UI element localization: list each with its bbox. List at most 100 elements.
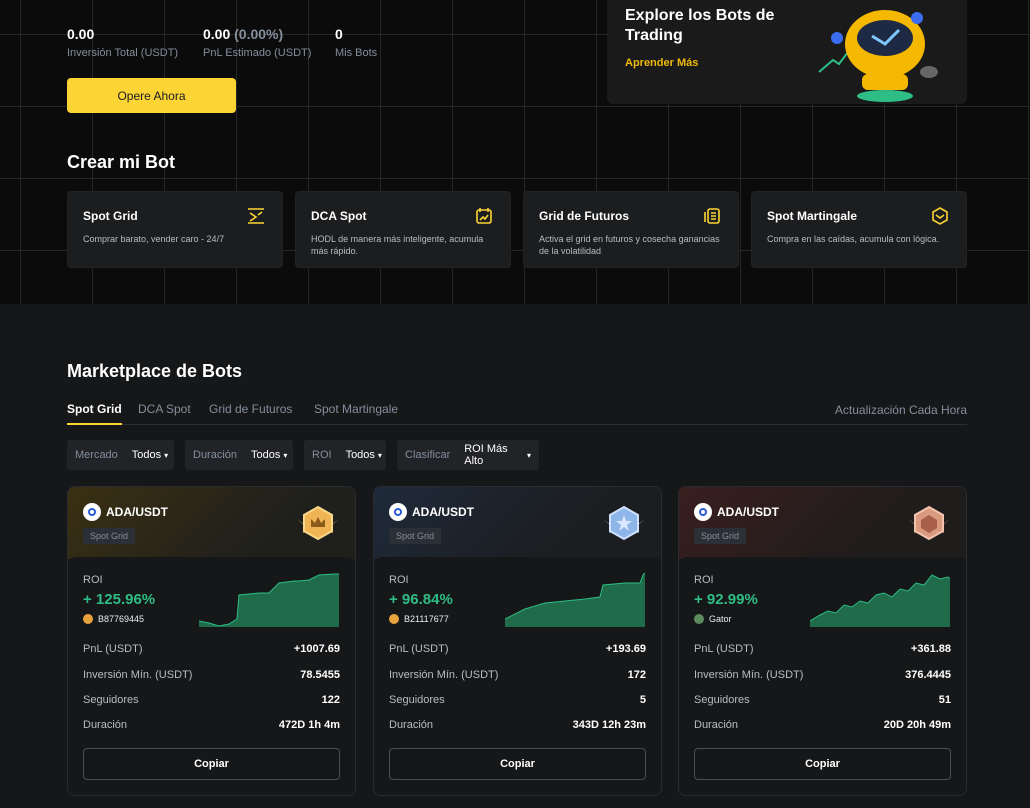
bot-creator: Gator (694, 614, 732, 624)
row-value: +193.69 (605, 643, 646, 655)
bot-card[interactable]: ADA/USDT Spot Grid ROI + 125.96% B877694… (67, 486, 356, 796)
robot-mascot-icon (818, 10, 938, 102)
row-value: 122 (321, 694, 340, 706)
filter-value: Todos (345, 449, 375, 461)
caret-down-icon: ▾ (164, 450, 169, 460)
roi-value: + 96.84% (389, 591, 453, 608)
template-card-futures-grid[interactable]: Grid de Futuros Activa el grid en futuro… (523, 191, 739, 268)
template-desc: Activa el grid en futuros y cosecha gana… (539, 234, 720, 256)
filter-roi[interactable]: ROI Todos ▾ (304, 440, 386, 470)
row-label: Duración (83, 719, 128, 731)
creator-name: B87769445 (98, 614, 145, 624)
update-note: Actualización Cada Hora (834, 403, 967, 417)
filter-market[interactable]: Mercado Todos ▾ (67, 440, 174, 470)
row-label: Seguidores (83, 694, 139, 706)
tab-futures-grid[interactable]: Grid de Futuros (209, 402, 293, 416)
row-value: +1007.69 (293, 643, 340, 655)
row-label: PnL (USDT) (83, 643, 143, 655)
copy-button[interactable]: Copiar (83, 748, 340, 780)
stat-percent: (0.00%) (234, 26, 284, 42)
filter-value: Todos (131, 449, 162, 461)
bot-pair: ADA/USDT (717, 505, 779, 519)
roi-sparkline (810, 574, 950, 627)
stat-label: Inversión Total (USDT) (67, 47, 179, 59)
bot-creator: B87769445 (83, 614, 144, 624)
tab-dca-spot[interactable]: DCA Spot (138, 402, 191, 416)
avatar (694, 614, 704, 624)
silver-rank-badge-icon (603, 505, 645, 541)
tab-spot-martingale[interactable]: Spot Martingale (314, 402, 399, 416)
row-label: Duración (389, 719, 434, 731)
trade-now-button[interactable]: Opere Ahora (67, 78, 236, 113)
stat-total-investment: 0.00 Inversión Total (USDT) (67, 26, 178, 59)
row-followers: Seguidores 122 (83, 694, 340, 706)
caret-down-icon: ▾ (526, 450, 531, 460)
stat-label: PnL Estimado (USDT) (203, 47, 312, 59)
grid-icon (248, 208, 264, 224)
bot-card[interactable]: ADA/USDT Spot Grid ROI + 92.99% Gator Pn… (678, 486, 967, 796)
bot-type-tag: Spot Grid (694, 528, 747, 544)
row-label: Seguidores (694, 694, 750, 706)
filter-sort[interactable]: Clasificar ROI Más Alto ▾ (397, 440, 539, 470)
row-pnl: PnL (USDT) +193.69 (389, 643, 646, 655)
row-value: 5 (639, 694, 646, 706)
roi-sparkline (199, 573, 339, 627)
filter-duration[interactable]: Duración Todos ▾ (185, 440, 293, 470)
filter-label: Mercado (75, 449, 118, 461)
row-label: Inversión Mín. (USDT) (694, 669, 804, 681)
ada-coin-icon (694, 503, 712, 521)
create-bot-title: Crear mi Bot (67, 152, 176, 172)
row-duration: Duración 20D 20h 49m (694, 719, 951, 731)
gold-rank-badge-icon (297, 505, 339, 541)
row-label: Duración (694, 719, 739, 731)
template-desc: Compra en las caídas, acumula con lógica… (767, 234, 940, 244)
stat-value: 0.00 (67, 26, 95, 42)
row-value: 172 (627, 669, 646, 681)
row-min-investment: Inversión Mín. (USDT) 78.5455 (83, 669, 340, 681)
copy-button[interactable]: Copiar (694, 748, 951, 780)
template-name: DCA Spot (311, 209, 367, 223)
bot-type-tag: Spot Grid (83, 528, 136, 544)
roi-label: ROI (83, 574, 103, 586)
roi-label: ROI (694, 574, 714, 586)
bot-pair: ADA/USDT (412, 505, 474, 519)
template-desc: HODL de manera más inteligente, acumula … (311, 234, 484, 256)
roi-value: + 125.96% (83, 591, 156, 608)
template-card-spot-martingale[interactable]: Spot Martingale Compra en las caídas, ac… (751, 191, 967, 268)
creator-name: B21117677 (404, 614, 449, 624)
row-duration: Duración 343D 12h 23m (389, 719, 646, 731)
learn-more-link[interactable]: Aprender Más (625, 57, 699, 69)
row-pnl: PnL (USDT) +361.88 (694, 643, 951, 655)
calendar-chart-icon (476, 208, 492, 224)
filter-value: Todos (251, 449, 281, 461)
tab-spot-grid[interactable]: Spot Grid (67, 402, 122, 425)
row-pnl: PnL (USDT) +1007.69 (83, 643, 340, 655)
stat-value: 0.00 (203, 26, 231, 42)
bot-type-tag: Spot Grid (389, 528, 442, 544)
template-card-dca-spot[interactable]: DCA Spot HODL de manera más inteligente,… (295, 191, 511, 268)
marketplace-tabs: Spot Grid DCA Spot Grid de Futuros Spot … (67, 399, 967, 425)
row-label: Seguidores (389, 694, 445, 706)
document-icon (704, 208, 720, 224)
template-card-spot-grid[interactable]: Spot Grid Comprar barato, vender caro - … (67, 191, 283, 268)
filter-label: Duración (193, 449, 238, 461)
row-value: 78.5455 (300, 669, 340, 681)
roi-sparkline (505, 572, 645, 627)
row-value: 376.4445 (905, 669, 951, 681)
stat-my-bots: 0 Mis Bots (335, 26, 377, 59)
copy-button[interactable]: Copiar (389, 748, 646, 780)
avatar (389, 614, 399, 624)
stat-estimated-pnl: 0.00 (0.00%) PnL Estimado (USDT) (203, 26, 311, 59)
avatar (83, 614, 93, 624)
caret-down-icon: ▾ (377, 450, 382, 460)
row-value: 20D 20h 49m (883, 719, 951, 731)
bot-card[interactable]: ADA/USDT Spot Grid ROI + 96.84% B2111767… (373, 486, 662, 796)
row-value: 472D 1h 4m (278, 719, 340, 731)
caret-down-icon: ▾ (283, 450, 288, 460)
stat-value: 0 (335, 26, 343, 42)
hexagon-icon (932, 207, 948, 225)
row-label: PnL (USDT) (389, 643, 449, 655)
promo-banner[interactable]: Explore los Bots de Trading Aprender Más (607, 0, 967, 104)
bot-creator: B21117677 (389, 614, 449, 624)
row-label: Inversión Mín. (USDT) (389, 669, 499, 681)
